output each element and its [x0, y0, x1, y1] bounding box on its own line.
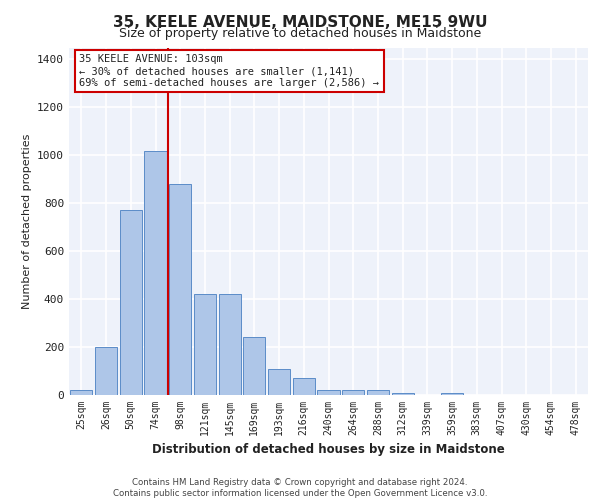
Bar — [145, 150, 167, 395]
Bar — [243, 338, 265, 395]
Text: Contains HM Land Registry data © Crown copyright and database right 2024.
Contai: Contains HM Land Registry data © Crown c… — [113, 478, 487, 498]
Bar — [317, 390, 340, 395]
X-axis label: Distribution of detached houses by size in Maidstone: Distribution of detached houses by size … — [152, 444, 505, 456]
Bar — [392, 392, 414, 395]
Bar — [441, 392, 463, 395]
Y-axis label: Number of detached properties: Number of detached properties — [22, 134, 32, 309]
Bar — [70, 390, 92, 395]
Bar — [342, 390, 364, 395]
Bar — [119, 210, 142, 395]
Bar — [218, 294, 241, 395]
Text: Size of property relative to detached houses in Maidstone: Size of property relative to detached ho… — [119, 28, 481, 40]
Bar — [95, 347, 117, 395]
Text: 35 KEELE AVENUE: 103sqm
← 30% of detached houses are smaller (1,141)
69% of semi: 35 KEELE AVENUE: 103sqm ← 30% of detache… — [79, 54, 379, 88]
Bar — [367, 390, 389, 395]
Bar — [268, 368, 290, 395]
Text: 35, KEELE AVENUE, MAIDSTONE, ME15 9WU: 35, KEELE AVENUE, MAIDSTONE, ME15 9WU — [113, 15, 487, 30]
Bar — [169, 184, 191, 395]
Bar — [293, 378, 315, 395]
Bar — [194, 294, 216, 395]
